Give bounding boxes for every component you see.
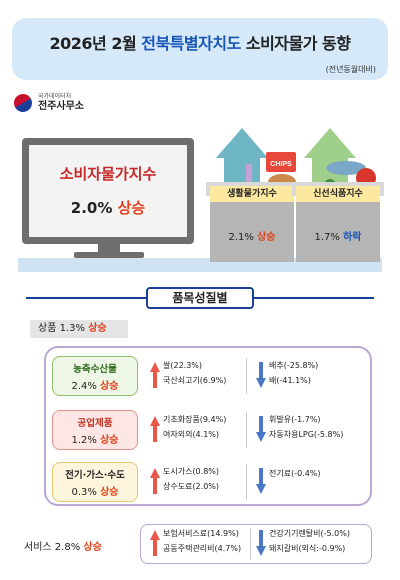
cpi-label: 소비자물가지수 [59, 165, 157, 183]
category-number: 1.2% [71, 435, 97, 446]
up-item: 쌀(22.3%) [163, 361, 203, 370]
category-industrial: 공업제품 1.2% 상승 [52, 410, 138, 450]
up-arrow-icon: CHIPS [216, 128, 296, 190]
logo-text: 국가데이터처 전주사무소 [38, 94, 84, 112]
category-value: 2.4% 상승 [53, 377, 137, 392]
up-items: 쌀(22.3%) 국산쇠고기(6.9%) [163, 358, 226, 388]
living-cpi-box: 생활물가지수 2.1% 상승 [206, 182, 298, 262]
divider [246, 358, 247, 394]
service-summary: 서비스 2.8% 상승 [24, 538, 102, 553]
living-cpi-label: 생활물가지수 [210, 186, 294, 202]
chips-bag-icon [266, 152, 296, 172]
fresh-food-trend: 하락 [343, 232, 362, 243]
monitor-stand [74, 252, 144, 258]
fresh-food-number: 1.7% [314, 232, 340, 243]
fresh-food-box: 신선식품지수 1.7% 하락 [292, 182, 384, 262]
down-item: 건강기기렌탈비(-5.0%) [269, 529, 350, 538]
fish-icon [326, 161, 366, 175]
title-prefix: 2026년 2월 [49, 34, 142, 53]
page-title: 2026년 2월 전북특별자치도 소비자물가 동향 [12, 30, 388, 54]
fresh-arrow-icon [304, 128, 376, 190]
category-name: 전기·가스·수도 [65, 470, 125, 481]
up-arrow-icon [150, 468, 160, 494]
down-item: 배(-41.1%) [269, 376, 311, 385]
down-arrow-icon [256, 362, 266, 388]
category-name: 공업제품 [77, 418, 113, 429]
category-number: 0.3% [71, 487, 97, 498]
service-trend: 상승 [83, 542, 102, 553]
divider [246, 412, 247, 448]
fresh-food-value: 1.7% 하락 [296, 228, 380, 243]
up-item: 공동주택관리비(4.7%) [163, 544, 242, 553]
logo-office: 전주사무소 [38, 100, 84, 112]
living-cpi-trend: 상승 [257, 232, 276, 243]
agency-logo: 국가데이터처 전주사무소 [10, 90, 84, 116]
up-item: 여자외의(4.1%) [163, 430, 220, 439]
up-arrow-icon [150, 416, 160, 442]
down-arrow-icon [256, 468, 266, 494]
goods-panel [44, 346, 372, 506]
down-item: 돼지갈비(외식:-0.9%) [269, 544, 346, 553]
section-title: 품목성질별 [146, 287, 254, 309]
category-name: 농축수산물 [73, 364, 117, 375]
goods-trend: 상승 [88, 323, 107, 334]
toothbrush-icon [246, 164, 252, 188]
category-value: 0.3% 상승 [53, 483, 137, 498]
up-item: 상수도료(2.0%) [163, 482, 220, 491]
down-arrow-icon [256, 530, 266, 556]
category-value: 1.2% 상승 [53, 431, 137, 446]
category-utilities: 전기·가스·수도 0.3% 상승 [52, 462, 138, 502]
service-label: 서비스 [24, 542, 52, 553]
taegeuk-icon [10, 90, 36, 116]
goods-label: 상품 [38, 323, 57, 334]
up-item: 보험서비스료(14.9%) [163, 529, 239, 538]
category-trend: 상승 [100, 435, 119, 446]
goods-summary: 상품 1.3% 상승 [30, 320, 128, 338]
cpi-monitor: 소비자물가지수 2.0% 상승 [22, 138, 194, 244]
category-trend: 상승 [100, 487, 119, 498]
down-item: 휘발유(-1.7%) [269, 415, 321, 424]
down-arrow-icon [256, 416, 266, 442]
up-arrow-icon [150, 362, 160, 388]
cpi-trend: 상승 [117, 199, 146, 217]
up-item: 기초화장품(9.4%) [163, 415, 227, 424]
up-item: 국산쇠고기(6.9%) [163, 376, 227, 385]
goods-value: 1.3% [59, 323, 85, 334]
divider [246, 464, 247, 500]
cpi-value: 2.0% 상승 [29, 197, 187, 218]
service-value: 2.8% [54, 542, 81, 553]
up-items: 도시가스(0.8%) 상수도료(2.0%) [163, 464, 219, 494]
chips-text: CHIPS [270, 161, 292, 168]
down-items: 배추(-25.8%) 배(-41.1%) [269, 358, 318, 388]
category-trend: 상승 [100, 381, 119, 392]
cpi-number: 2.0% [70, 199, 113, 217]
up-items: 보험서비스료(14.9%) 공동주택관리비(4.7%) [163, 526, 241, 556]
down-items: 전기료(-0.4%) [269, 466, 321, 481]
service-panel [140, 524, 372, 564]
header-banner: 2026년 2월 전북특별자치도 소비자물가 동향 (전년동월대비) [12, 18, 388, 80]
living-cpi-number: 2.1% [228, 232, 254, 243]
up-items: 기초화장품(9.4%) 여자외의(4.1%) [163, 412, 226, 442]
down-item: 배추(-25.8%) [269, 361, 319, 370]
category-number: 2.4% [71, 381, 97, 392]
title-region: 전북특별자치도 [141, 34, 241, 53]
up-item: 도시가스(0.8%) [163, 467, 220, 476]
up-arrow-icon [150, 530, 160, 556]
monitor-neck [98, 244, 120, 254]
subtitle: (전년동월대비) [325, 65, 376, 74]
fresh-food-label: 신선식품지수 [296, 186, 380, 202]
divider [250, 528, 251, 560]
category-agri: 농축수산물 2.4% 상승 [52, 356, 138, 396]
living-cpi-value: 2.1% 상승 [210, 228, 294, 243]
down-items: 휘발유(-1.7%) 자동차용LPG(-5.8%) [269, 412, 343, 442]
title-suffix: 소비자물가 동향 [240, 34, 351, 53]
down-item: 전기료(-0.4%) [269, 469, 321, 478]
logo-agency: 국가데이터처 [38, 93, 72, 101]
down-item: 자동차용LPG(-5.8%) [269, 430, 344, 439]
down-items: 건강기기렌탈비(-5.0%) 돼지갈비(외식:-0.9%) [269, 526, 350, 556]
